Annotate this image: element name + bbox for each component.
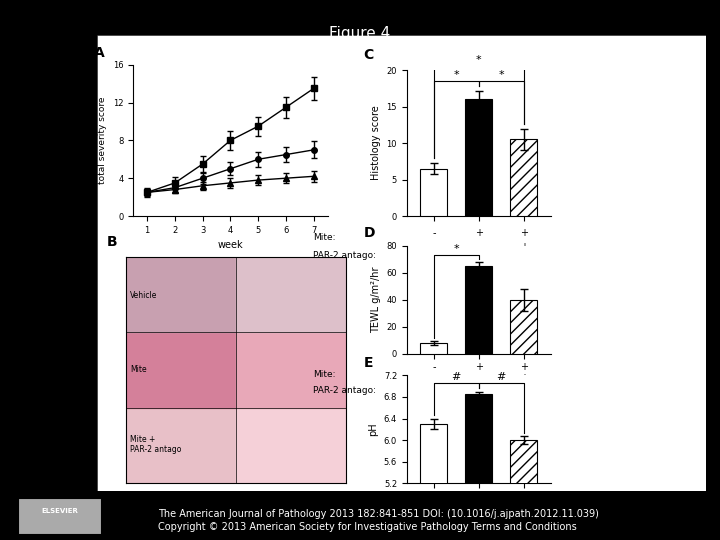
Y-axis label: Histology score: Histology score	[371, 106, 381, 180]
Text: *: *	[454, 244, 459, 254]
Text: +: +	[474, 492, 483, 502]
Text: -: -	[477, 373, 480, 383]
Text: +: +	[520, 362, 528, 373]
Text: +: +	[520, 242, 528, 252]
Bar	[126, 332, 235, 408]
Text: -: -	[432, 228, 436, 238]
Bar	[420, 168, 447, 216]
Bar	[465, 266, 492, 354]
Bar	[126, 256, 235, 332]
X-axis label: week: week	[217, 240, 243, 250]
Bar	[465, 99, 492, 216]
Text: PAR-2 antago:: PAR-2 antago:	[313, 516, 376, 525]
Bar	[510, 139, 537, 216]
Y-axis label: Clinical skin
total severity score: Clinical skin total severity score	[88, 97, 107, 184]
Text: The American Journal of Pathology 2013 182:841-851 DOI: (10.1016/j.ajpath.2012.1: The American Journal of Pathology 2013 1…	[158, 509, 599, 519]
Text: +: +	[474, 228, 483, 238]
Text: A: A	[94, 46, 105, 60]
Bar	[420, 424, 447, 540]
Bar	[235, 332, 346, 408]
Bar	[510, 440, 537, 540]
Bar	[510, 300, 537, 354]
Text: Mite:: Mite:	[313, 233, 336, 242]
Text: D: D	[364, 226, 375, 240]
Text: C: C	[364, 48, 374, 62]
Text: +: +	[520, 492, 528, 502]
Text: +: +	[474, 362, 483, 373]
Text: -: -	[432, 373, 436, 383]
Text: ELSEVIER: ELSEVIER	[41, 508, 78, 514]
Bar	[126, 408, 235, 483]
Text: B: B	[107, 235, 117, 249]
Y-axis label: pH: pH	[368, 422, 378, 436]
Text: -: -	[432, 492, 436, 502]
Text: -: -	[477, 242, 480, 252]
Text: #: #	[497, 372, 506, 382]
Text: Mite +
PAR-2 antago: Mite + PAR-2 antago	[130, 435, 181, 455]
Text: -: -	[432, 242, 436, 252]
Text: +: +	[520, 373, 528, 383]
Text: Vehicle: Vehicle	[130, 291, 158, 300]
Bar	[420, 343, 447, 354]
Text: PAR-2 antago:: PAR-2 antago:	[313, 251, 376, 260]
Text: -: -	[432, 503, 436, 513]
Text: #: #	[451, 372, 461, 382]
Text: +: +	[520, 503, 528, 513]
Text: Mite:: Mite:	[313, 500, 336, 509]
Bar	[235, 408, 346, 483]
Bar	[235, 256, 346, 332]
Text: Figure 4: Figure 4	[329, 26, 391, 41]
Text: *: *	[454, 70, 459, 80]
Text: -: -	[477, 503, 480, 513]
Text: -: -	[432, 362, 436, 373]
Text: Mite:: Mite:	[313, 370, 336, 379]
Text: +: +	[520, 228, 528, 238]
Text: *: *	[498, 70, 504, 80]
Text: Mite: Mite	[130, 366, 147, 374]
Text: Copyright © 2013 American Society for Investigative Pathology Terms and Conditio: Copyright © 2013 American Society for In…	[158, 522, 577, 532]
Bar	[465, 394, 492, 540]
Text: *: *	[476, 55, 482, 65]
Y-axis label: TEWL g/m²/hr: TEWL g/m²/hr	[371, 266, 381, 333]
Text: PAR-2 antago:: PAR-2 antago:	[313, 386, 376, 395]
Text: E: E	[364, 356, 373, 370]
